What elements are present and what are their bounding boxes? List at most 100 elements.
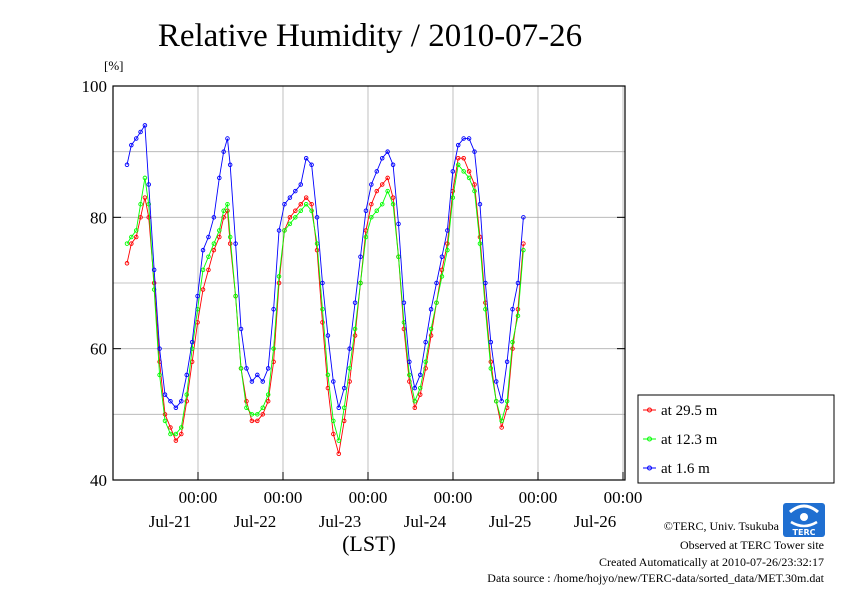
data-point <box>179 398 184 404</box>
data-point <box>206 254 211 259</box>
data-point <box>227 162 233 168</box>
data-point <box>369 201 374 207</box>
data-point <box>133 136 139 141</box>
data-point <box>173 431 179 437</box>
y-tick-label: 80 <box>90 208 107 227</box>
data-point <box>244 405 249 411</box>
data-point <box>461 169 466 174</box>
data-point <box>483 307 488 312</box>
data-point <box>168 431 173 437</box>
data-point <box>358 254 363 259</box>
data-point <box>488 366 494 371</box>
data-point <box>157 346 162 351</box>
credit-created: Created Automatically at 2010-07-26/23:3… <box>599 555 824 569</box>
data-point <box>265 366 271 371</box>
data-point <box>173 405 179 411</box>
data-point <box>211 247 217 253</box>
data-point <box>249 418 255 424</box>
data-point <box>385 175 390 181</box>
data-point <box>385 188 390 194</box>
data-point <box>129 234 134 240</box>
data-point <box>379 155 385 161</box>
chart-title: Relative Humidity / 2010-07-26 <box>158 18 582 54</box>
data-point <box>390 162 396 168</box>
data-point <box>293 215 298 220</box>
data-point <box>417 385 423 391</box>
data-point <box>260 405 266 411</box>
x-tick-date: Jul-25 <box>489 512 532 531</box>
data-point <box>271 346 276 351</box>
data-point <box>363 234 369 240</box>
data-point <box>445 228 450 233</box>
data-point <box>390 201 396 207</box>
data-point <box>515 280 521 286</box>
data-point <box>483 280 488 286</box>
data-point <box>466 175 472 181</box>
data-point <box>282 228 287 233</box>
data-point <box>265 398 271 404</box>
data-point <box>233 241 238 246</box>
y-tick-label: 100 <box>82 77 108 96</box>
credit-observed: Observed at TERC Tower site <box>680 538 824 552</box>
data-point <box>396 221 401 227</box>
data-point <box>412 405 418 411</box>
legend-label: at 29.5 m <box>661 403 718 419</box>
credit-org: ©TERC, Univ. Tsukuba <box>664 519 780 533</box>
data-point <box>287 195 293 200</box>
data-point <box>363 208 369 214</box>
data-point <box>374 169 380 174</box>
data-point <box>417 372 423 378</box>
data-point <box>455 142 461 148</box>
data-point <box>510 339 515 345</box>
x-tick-time: 00:00 <box>519 488 558 507</box>
data-point <box>336 405 342 411</box>
x-tick-time: 00:00 <box>349 488 388 507</box>
data-point <box>217 228 222 233</box>
data-point <box>293 188 298 194</box>
data-point <box>244 366 249 371</box>
data-point <box>325 333 331 338</box>
series-line <box>126 124 524 409</box>
data-point <box>265 392 271 397</box>
data-point <box>331 379 336 384</box>
data-point <box>477 234 483 240</box>
data-point <box>124 261 130 266</box>
data-point <box>325 372 331 378</box>
data-point <box>341 405 347 411</box>
data-point <box>249 379 255 384</box>
data-point <box>504 359 510 365</box>
data-point <box>466 169 472 174</box>
data-point <box>217 234 222 240</box>
data-point <box>472 182 477 187</box>
data-point <box>225 136 230 141</box>
data-point <box>238 326 244 332</box>
data-point <box>434 280 439 286</box>
legend-swatch-marker <box>647 465 652 471</box>
data-point <box>162 412 168 417</box>
data-point <box>347 346 352 351</box>
data-point <box>455 162 461 168</box>
logo-text: TERC <box>793 528 816 537</box>
data-point <box>428 333 434 338</box>
data-point <box>510 307 515 312</box>
y-axis-unit: [%] <box>104 58 124 73</box>
data-point <box>450 169 456 174</box>
data-point <box>401 300 407 305</box>
data-point <box>423 359 428 365</box>
x-tick-time: 00:00 <box>264 488 303 507</box>
data-point <box>138 201 143 207</box>
data-point <box>331 418 336 424</box>
data-point <box>146 182 151 187</box>
data-point <box>238 366 244 371</box>
data-point <box>499 418 504 424</box>
data-point <box>521 215 526 220</box>
data-point <box>129 241 134 246</box>
data-point <box>124 241 130 246</box>
data-point <box>133 234 139 240</box>
x-tick-date: Jul-26 <box>574 512 617 531</box>
grid <box>113 86 625 480</box>
data-point <box>439 274 445 279</box>
data-point <box>184 392 189 397</box>
data-point <box>287 221 293 227</box>
data-point <box>385 149 390 154</box>
